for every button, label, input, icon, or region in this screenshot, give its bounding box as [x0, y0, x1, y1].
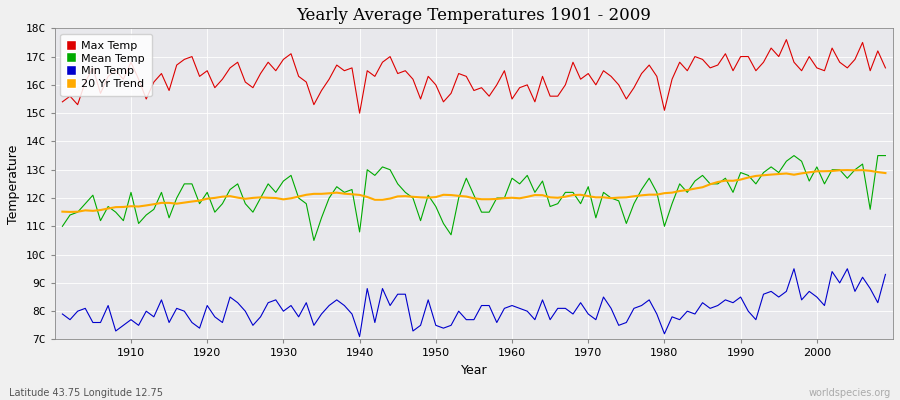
- Title: Yearly Average Temperatures 1901 - 2009: Yearly Average Temperatures 1901 - 2009: [296, 7, 652, 24]
- Text: Latitude 43.75 Longitude 12.75: Latitude 43.75 Longitude 12.75: [9, 388, 163, 398]
- Text: worldspecies.org: worldspecies.org: [809, 388, 891, 398]
- Y-axis label: Temperature: Temperature: [7, 144, 20, 224]
- X-axis label: Year: Year: [461, 364, 487, 377]
- Legend: Max Temp, Mean Temp, Min Temp, 20 Yr Trend: Max Temp, Mean Temp, Min Temp, 20 Yr Tre…: [60, 34, 152, 96]
